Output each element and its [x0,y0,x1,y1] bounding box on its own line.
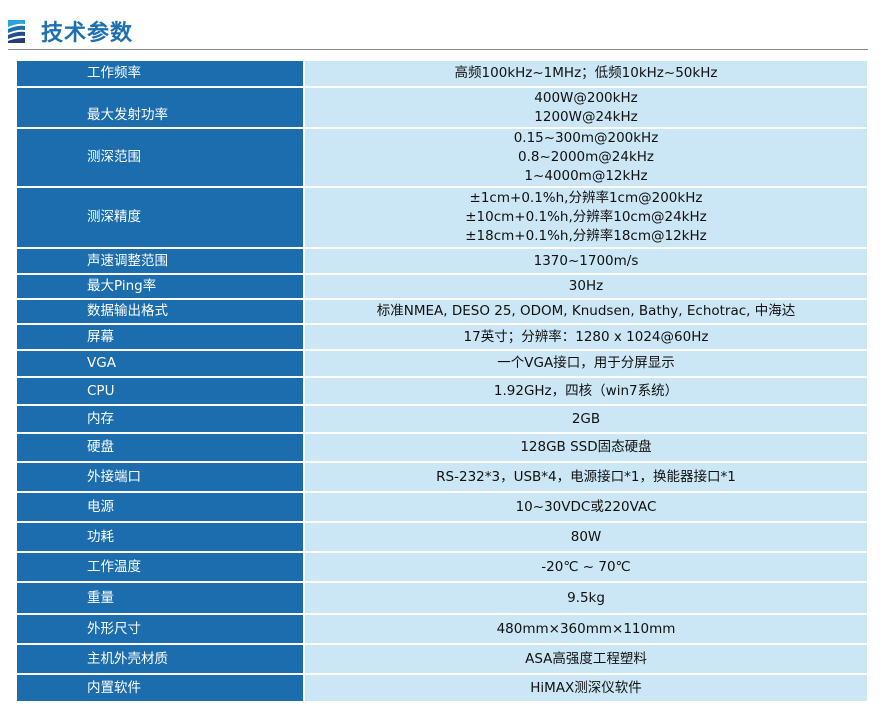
spec-value-line: ±18cm+0.1%h,分辨率18cm@12kHz [465,228,707,244]
spec-key: 功耗 [15,521,305,553]
spec-key: 外接端口 [15,461,305,493]
spec-value: 128GB SSD固态硬盘 [303,432,869,463]
spec-key: 最大发射功率 [15,86,305,129]
spec-key: 工作温度 [15,551,305,583]
spec-value-line: 高频100kHz~1MHz；低频10kHz~50kHz [454,65,718,81]
wave-stripes-icon [8,20,25,43]
spec-row: 电源 10~30VDC或220VAC [15,491,869,523]
spec-value-line: RS-232*3，USB*4，电源接口*1，换能器接口*1 [436,468,736,485]
spec-value: 高频100kHz~1MHz；低频10kHz~50kHz [303,59,869,88]
spec-value-line: 17英寸；分辨率：1280 x 1024@60Hz [463,328,709,345]
spec-value-line: 480mm×360mm×110mm [496,620,676,637]
spec-value-line: 1~4000m@12kHz [524,168,648,184]
spec-value: 9.5kg [303,581,869,615]
spec-key: 最大Ping率 [15,273,305,300]
spec-value: 1370~1700m/s [303,247,869,275]
spec-row: 功耗 80W [15,521,869,553]
spec-value: 10~30VDC或220VAC [303,491,869,523]
spec-value: -20℃ ~ 70℃ [303,551,869,583]
spec-key: 声速调整范围 [15,247,305,275]
spec-value: 480mm×360mm×110mm [303,613,869,645]
spec-value-line: 1200W@24kHz [534,108,638,125]
spec-value: 17英寸；分辨率：1280 x 1024@60Hz [303,323,869,351]
spec-value: 80W [303,521,869,553]
spec-row: 最大发射功率 400W@200kHz 1200W@24kHz [15,86,869,129]
spec-key: 内存 [15,404,305,434]
spec-row: 主机外壳材质 ASA高强度工程塑料 [15,643,869,675]
spec-row: 硬盘 128GB SSD固态硬盘 [15,432,869,463]
spec-value-line: 9.5kg [567,589,605,606]
spec-key: 主机外壳材质 [15,643,305,675]
spec-key: 工作频率 [15,59,305,88]
spec-row: 数据输出格式 标准NMEA, DESO 25, ODOM, Knudsen, Ba… [15,298,869,325]
spec-value: 400W@200kHz 1200W@24kHz [303,86,869,129]
section-header: 技术参数 [8,14,133,48]
spec-value: ±1cm+0.1%h,分辨率1cm@200kHz ±10cm+0.1%h,分辨率1… [303,186,869,249]
spec-value: HiMAX测深仪软件 [303,673,869,703]
spec-key: VGA [15,349,305,378]
spec-row: 内存 2GB [15,404,869,434]
spec-value-line: 10~30VDC或220VAC [515,498,657,515]
page-title: 技术参数 [41,21,134,46]
spec-row: 内置软件 HiMAX测深仪软件 [15,673,869,703]
spec-row: VGA 一个VGA接口，用于分屏显示 [15,349,869,378]
spec-value-line: -20℃ ~ 70℃ [541,558,631,575]
spec-value-line: 0.8~2000m@24kHz [517,149,655,165]
spec-value: 0.15~300m@200kHz 0.8~2000m@24kHz 1~4000m@1… [303,127,869,188]
spec-row: 外形尺寸 480mm×360mm×110mm [15,613,869,645]
spec-value-line: ±10cm+0.1%h,分辨率10cm@24kHz [465,209,707,225]
spec-key: 内置软件 [15,673,305,703]
spec-key: 测深精度 [15,186,305,249]
spec-value: 标准NMEA, DESO 25, ODOM, Knudsen, Bathy, E… [303,298,869,325]
spec-value-line: ±1cm+0.1%h,分辨率1cm@200kHz [469,190,703,206]
spec-row: 测深精度 ±1cm+0.1%h,分辨率1cm@200kHz ±10cm+0.1%h,… [15,186,869,249]
spec-value-line: 一个VGA接口，用于分屏显示 [497,355,675,371]
divider [8,49,868,50]
spec-key: 外形尺寸 [15,613,305,645]
spec-row: 工作温度 -20℃ ~ 70℃ [15,551,869,583]
spec-value-line: 0.15~300m@200kHz [513,130,659,146]
spec-value-line: 标准NMEA, DESO 25, ODOM, Knudsen, Bathy, E… [376,303,796,319]
spec-value: ASA高强度工程塑料 [303,643,869,675]
spec-row: 声速调整范围 1370~1700m/s [15,247,869,275]
spec-row: 外接端口 RS-232*3，USB*4，电源接口*1，换能器接口*1 [15,461,869,493]
spec-row: 最大Ping率 30Hz [15,273,869,300]
spec-value-line: 1370~1700m/s [533,252,639,269]
spec-key: 屏幕 [15,323,305,351]
spec-table: 工作频率 高频100kHz~1MHz；低频10kHz~50kHz 最大发射功率 400… [15,59,869,703]
spec-value: 一个VGA接口，用于分屏显示 [303,349,869,378]
spec-row: CPU 1.92GHz，四核（win7系统） [15,376,869,406]
spec-value-line: 400W@200kHz [534,89,638,106]
spec-key: 测深范围 [15,127,305,188]
spec-key: 电源 [15,491,305,523]
spec-value-line: HiMAX测深仪软件 [530,679,642,696]
spec-value-line: 30Hz [568,278,604,294]
spec-key: 硬盘 [15,432,305,463]
spec-value-line: 1.92GHz，四核（win7系统） [493,382,679,399]
spec-row: 工作频率 高频100kHz~1MHz；低频10kHz~50kHz [15,59,869,88]
spec-key: CPU [15,376,305,406]
spec-row: 重量 9.5kg [15,581,869,615]
spec-value: RS-232*3，USB*4，电源接口*1，换能器接口*1 [303,461,869,493]
spec-key: 数据输出格式 [15,298,305,325]
spec-row: 测深范围 0.15~300m@200kHz 0.8~2000m@24kHz 1~400… [15,127,869,188]
spec-value-line: ASA高强度工程塑料 [525,650,647,667]
spec-value-line: 2GB [571,410,601,427]
spec-row: 屏幕 17英寸；分辨率：1280 x 1024@60Hz [15,323,869,351]
spec-value: 2GB [303,404,869,434]
spec-value: 30Hz [303,273,869,300]
spec-key: 重量 [15,581,305,615]
spec-value-line: 80W [570,528,602,545]
spec-value-line: 128GB SSD固态硬盘 [520,439,652,455]
spec-value: 1.92GHz，四核（win7系统） [303,376,869,406]
